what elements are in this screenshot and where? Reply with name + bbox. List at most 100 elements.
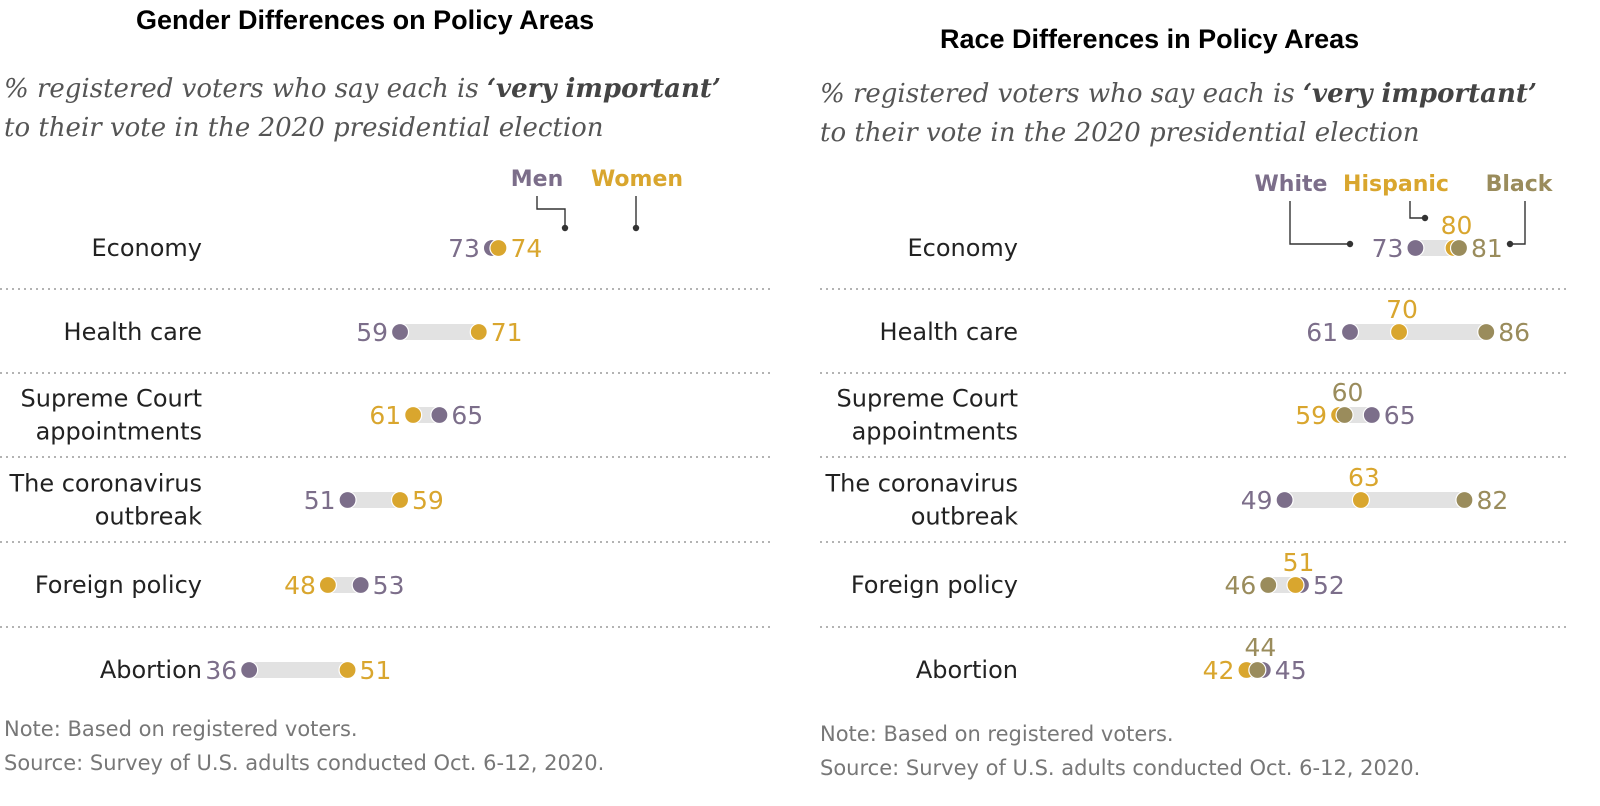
value-label: 51 — [304, 486, 336, 515]
value-label: 71 — [491, 318, 523, 347]
value-label: 73 — [448, 234, 480, 263]
legend-leader-dot — [1506, 240, 1514, 248]
legend-label: White — [1255, 172, 1328, 197]
data-point-black — [1477, 322, 1496, 342]
value-label: 59 — [412, 486, 444, 515]
legend-leader — [1409, 201, 1425, 219]
data-point-black — [1335, 405, 1354, 425]
data-point-black — [1248, 660, 1267, 680]
value-label: 49 — [1241, 486, 1273, 515]
chart-note: Note: Based on registered voters. — [4, 717, 358, 741]
data-point-white — [1362, 405, 1381, 425]
value-label: 74 — [510, 234, 542, 263]
data-point-hispanic — [1286, 575, 1305, 595]
value-label: 80 — [1441, 211, 1473, 240]
category-label: appointments — [36, 418, 202, 446]
gender-dot-chart: Men Women Economy 73 74 Health care 59 71 Suprem… — [0, 167, 770, 685]
data-point-men — [240, 660, 259, 680]
chart-source: Source: Survey of U.S. adults conducted … — [4, 751, 605, 775]
data-point-white — [1340, 322, 1360, 342]
category-label: The coronavirus — [824, 470, 1018, 498]
value-label: 44 — [1244, 633, 1276, 662]
legend-leader-dot — [632, 224, 640, 232]
value-label: 63 — [1348, 463, 1380, 492]
legend-leader — [1289, 201, 1350, 245]
data-point-hispanic — [1351, 490, 1371, 510]
value-label: 59 — [1295, 401, 1327, 430]
data-point-white — [1406, 238, 1425, 258]
subtitle-emphasis: ‘very important’ — [1302, 79, 1537, 109]
category-label: Supreme Court — [21, 385, 203, 413]
data-point-women — [489, 238, 508, 258]
value-label: 82 — [1476, 486, 1508, 515]
legend-leader-dot — [1421, 214, 1429, 222]
category-label: Foreign policy — [35, 571, 202, 599]
data-point-men — [338, 490, 357, 510]
value-label: 45 — [1275, 656, 1307, 685]
value-label: 61 — [369, 401, 401, 430]
subtitle-line2: to their vote in the 2020 presidential e… — [4, 113, 604, 143]
chart-subtitle: % registered voters who say each is ‘ver… — [4, 70, 721, 148]
chart-source: Source: Survey of U.S. adults conducted … — [820, 756, 1421, 780]
category-label: Economy — [907, 234, 1018, 262]
value-label: 86 — [1498, 318, 1530, 347]
data-point-women — [390, 490, 410, 510]
value-label: 61 — [1306, 318, 1338, 347]
data-point-women — [404, 405, 423, 425]
legend-label: Women — [591, 167, 683, 192]
value-label: 65 — [1384, 401, 1416, 430]
value-label: 42 — [1203, 656, 1235, 685]
legend-leader — [536, 196, 566, 228]
data-point-men — [351, 575, 370, 595]
value-label: 53 — [373, 571, 405, 600]
legend-leader — [1510, 201, 1526, 245]
legend-label: Hispanic — [1343, 172, 1449, 197]
gender-chart-panel: Gender Differences on Policy Areas % reg… — [0, 5, 770, 775]
data-point-women — [318, 575, 337, 595]
category-label: Foreign policy — [851, 571, 1018, 599]
data-point-women — [469, 322, 488, 342]
subtitle-line2: to their vote in the 2020 presidential e… — [820, 118, 1420, 148]
race-chart-panel: Race Differences in Policy Areas % regis… — [800, 0, 1600, 806]
data-point-men — [430, 405, 449, 425]
value-label: 48 — [284, 571, 316, 600]
value-label: 65 — [451, 401, 483, 430]
legend-leader-dot — [1346, 240, 1354, 248]
category-label: outbreak — [911, 503, 1018, 531]
value-label: 59 — [356, 318, 388, 347]
data-point-women — [338, 660, 357, 680]
data-point-black — [1455, 490, 1474, 510]
value-label: 60 — [1332, 378, 1364, 407]
value-label: 52 — [1313, 571, 1345, 600]
data-point-men — [390, 322, 410, 342]
legend-leader-dot — [561, 224, 569, 232]
value-label: 70 — [1386, 295, 1418, 324]
value-label: 73 — [1372, 234, 1404, 263]
value-label: 46 — [1224, 571, 1256, 600]
chart-subtitle: % registered voters who say each is ‘ver… — [820, 75, 1537, 153]
category-label: Abortion — [916, 656, 1018, 684]
legend-label: Black — [1486, 172, 1554, 197]
subtitle-text: % registered voters who say each is — [4, 74, 487, 104]
category-label: The coronavirus — [8, 470, 202, 498]
value-label: 36 — [205, 656, 237, 685]
value-label: 51 — [360, 656, 392, 685]
category-label: Health care — [64, 318, 202, 346]
value-label: 51 — [1283, 548, 1315, 577]
category-label: Health care — [880, 318, 1018, 346]
category-label: outbreak — [95, 503, 202, 531]
data-point-hispanic — [1389, 322, 1409, 342]
data-point-black — [1449, 238, 1469, 258]
data-point-black — [1259, 575, 1278, 595]
category-label: Supreme Court — [837, 385, 1019, 413]
chart-title: Race Differences in Policy Areas — [940, 24, 1360, 54]
category-label: appointments — [852, 418, 1018, 446]
category-label: Economy — [91, 234, 202, 262]
legend-label: Men — [511, 167, 563, 192]
category-label: Abortion — [100, 656, 202, 684]
data-point-white — [1275, 490, 1294, 510]
subtitle-text: % registered voters who say each is — [820, 79, 1303, 109]
subtitle-emphasis: ‘very important’ — [486, 74, 721, 104]
chart-note: Note: Based on registered voters. — [820, 722, 1174, 746]
